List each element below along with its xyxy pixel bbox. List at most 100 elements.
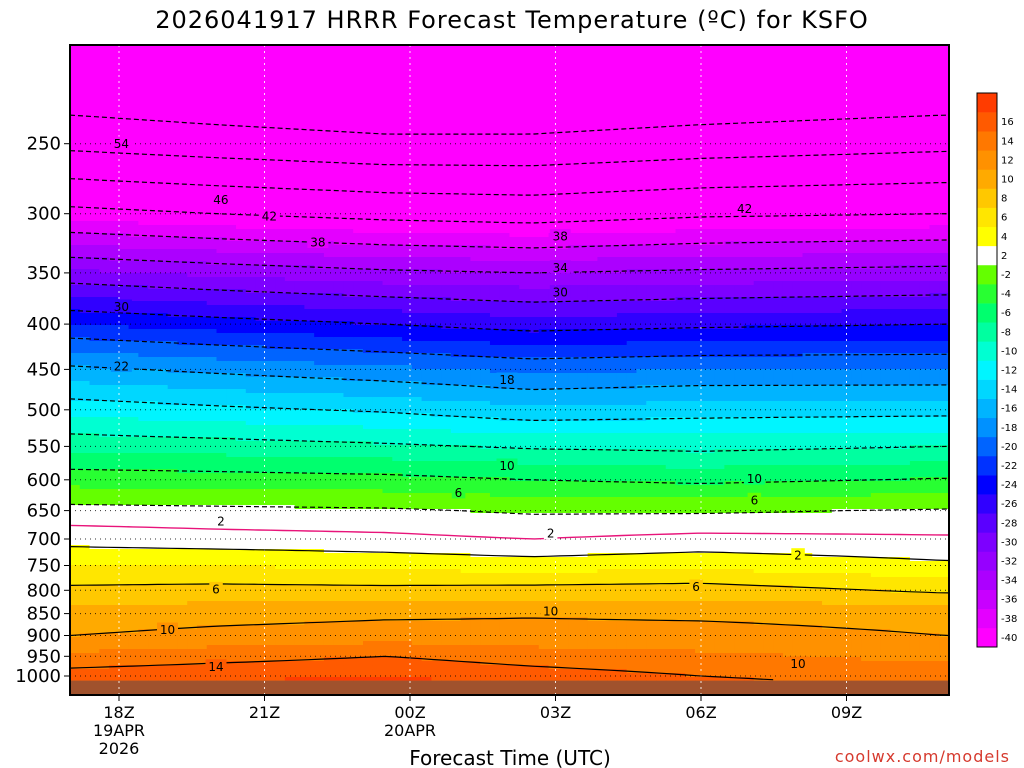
field-cell	[138, 393, 149, 398]
field-cell	[118, 165, 130, 170]
field-cell	[99, 561, 110, 566]
field-cell	[372, 313, 384, 318]
field-cell	[177, 613, 188, 618]
field-cell	[314, 649, 325, 654]
field-cell	[245, 181, 257, 186]
field-cell	[138, 405, 149, 410]
field-cell	[343, 385, 354, 390]
field-cell	[275, 513, 286, 518]
field-cell	[187, 601, 198, 606]
field-cell	[148, 637, 159, 642]
field-cell	[314, 381, 325, 386]
field-cell	[275, 149, 286, 154]
field-cell	[294, 325, 305, 330]
field-cell	[167, 617, 179, 622]
field-cell	[206, 109, 218, 114]
field-cell	[245, 145, 257, 150]
field-cell	[206, 241, 218, 246]
field-cell	[187, 521, 198, 526]
field-cell	[323, 249, 335, 254]
field-cell	[353, 269, 364, 274]
field-cell	[187, 629, 198, 634]
field-cell	[226, 357, 237, 362]
field-cell	[323, 473, 335, 478]
field-cell	[363, 641, 374, 646]
field-cell	[265, 289, 276, 294]
field-cell	[294, 485, 305, 490]
field-cell	[148, 281, 159, 286]
field-cell	[196, 393, 208, 398]
field-cell	[196, 269, 208, 274]
field-cell	[196, 153, 208, 158]
field-cell	[245, 369, 257, 374]
field-cell	[323, 293, 335, 298]
field-cell	[226, 317, 237, 322]
field-cell	[353, 545, 364, 550]
field-cell	[372, 169, 384, 174]
field-cell	[196, 209, 208, 214]
field-cell	[363, 317, 374, 322]
field-cell	[216, 309, 227, 314]
field-cell	[79, 185, 91, 190]
field-cell	[177, 413, 188, 418]
field-cell	[353, 365, 364, 370]
field-cell	[265, 669, 276, 674]
field-cell	[99, 585, 110, 590]
field-cell	[138, 341, 149, 346]
field-cell	[372, 269, 384, 274]
field-cell	[70, 409, 81, 414]
field-cell	[206, 289, 218, 294]
field-cell	[236, 153, 247, 158]
field-cell	[304, 493, 315, 498]
field-cell	[187, 489, 198, 494]
field-cell	[265, 593, 276, 598]
field-cell	[265, 665, 276, 670]
field-cell	[245, 293, 257, 298]
field-cell	[99, 65, 110, 70]
field-cell	[314, 249, 325, 254]
field-cell	[177, 185, 188, 190]
field-cell	[157, 441, 169, 446]
field-cell	[99, 613, 110, 618]
field-cell	[70, 57, 81, 62]
field-cell	[343, 65, 354, 70]
field-cell	[226, 129, 237, 134]
field-cell	[275, 225, 286, 230]
field-cell	[206, 621, 218, 626]
field-cell	[99, 53, 110, 58]
field-cell	[79, 413, 91, 418]
field-cell	[167, 597, 179, 602]
field-cell	[304, 517, 315, 522]
field-cell	[323, 297, 335, 302]
field-cell	[99, 101, 110, 106]
field-cell	[177, 649, 188, 654]
field-cell	[177, 77, 188, 82]
field-cell	[79, 437, 91, 442]
field-cell	[216, 389, 227, 394]
field-cell	[363, 285, 374, 290]
field-cell	[167, 417, 179, 422]
field-cell	[314, 229, 325, 234]
field-cell	[206, 645, 218, 650]
field-cell	[187, 165, 198, 170]
field-cell	[304, 217, 315, 222]
field-cell	[128, 593, 139, 598]
field-cell	[333, 397, 345, 402]
field-cell	[118, 49, 130, 54]
field-cell	[353, 245, 364, 250]
field-cell	[128, 673, 139, 678]
field-cell	[294, 269, 305, 274]
field-cell	[236, 217, 247, 222]
field-cell	[255, 241, 266, 246]
field-cell	[363, 161, 374, 166]
field-cell	[265, 393, 276, 398]
field-cell	[138, 49, 149, 54]
field-cell	[265, 645, 276, 650]
field-cell	[167, 301, 179, 306]
field-cell	[157, 541, 169, 546]
field-cell	[323, 589, 335, 594]
field-cell	[216, 605, 227, 610]
field-cell	[226, 117, 237, 122]
field-cell	[109, 413, 120, 418]
field-cell	[294, 429, 305, 434]
